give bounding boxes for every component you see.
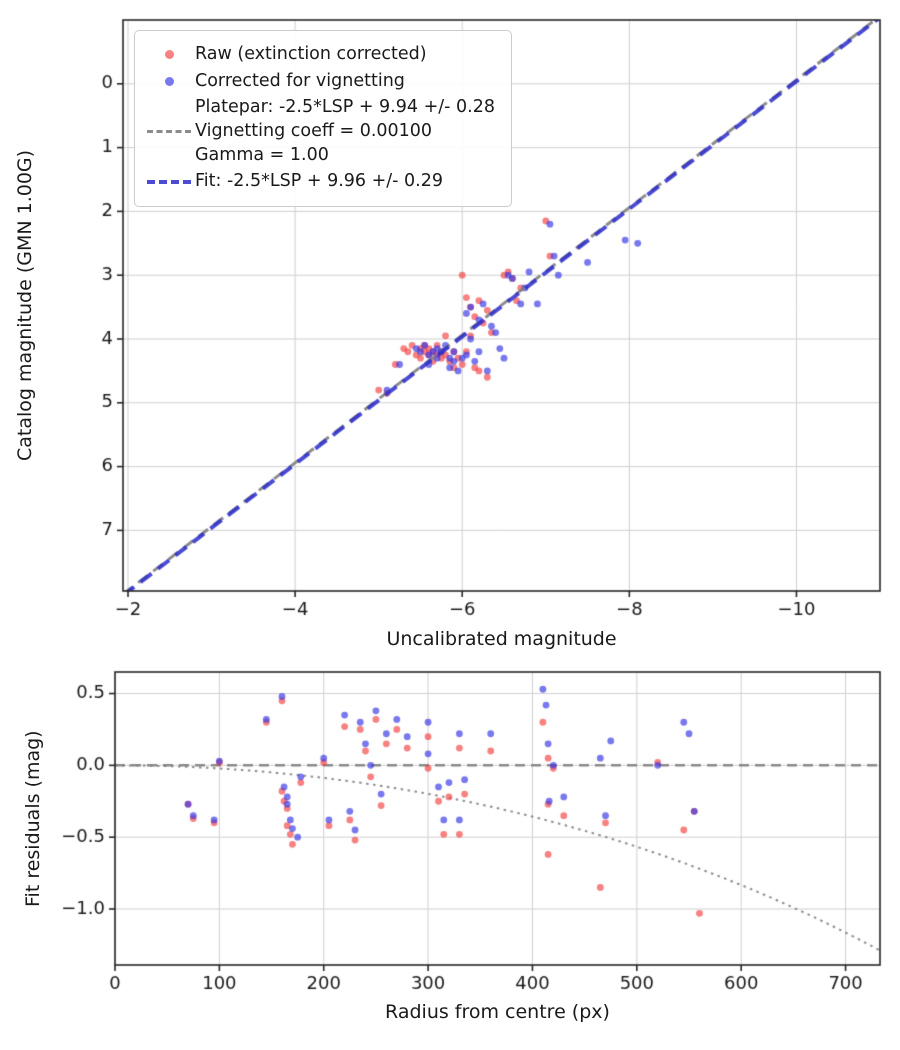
legend-label-corrected: Corrected for vignetting [195,70,405,91]
legend-label-fit: Fit: -2.5*LSP + 9.96 +/- 0.29 [195,171,443,192]
legend-label-platepar-line-1: Platepar: -2.5*LSP + 9.94 +/- 0.28 [195,97,495,118]
legend-label-platepar: Platepar: -2.5*LSP + 9.94 +/- 0.28 Vigne… [195,96,495,167]
top-y-axis-label: Catalog magnitude (GMN 1.00G) [14,149,36,462]
legend-marker-cell [143,50,195,60]
legend-item-corrected: Corrected for vignetting [143,70,495,94]
legend-marker-cell [143,76,195,86]
platepar-dashed-line-icon [147,130,191,134]
legend: Raw (extinction corrected) Corrected for… [134,30,512,207]
fit-dashed-line-icon [147,179,191,184]
legend-item-platepar: Platepar: -2.5*LSP + 9.94 +/- 0.28 Vigne… [143,96,495,167]
legend-marker-cell [143,130,195,134]
corrected-points-marker-icon [164,76,174,86]
bottom-x-axis-label: Radius from centre (px) [385,1001,610,1023]
legend-marker-cell [143,179,195,184]
bottom-y-axis-label: Fit residuals (mag) [22,730,44,907]
legend-label-raw: Raw (extinction corrected) [195,44,427,64]
legend-item-fit: Fit: -2.5*LSP + 9.96 +/- 0.29 [143,170,495,194]
legend-label-platepar-line-3: Gamma = 1.00 [195,144,329,165]
raw-points-marker-icon [164,50,174,60]
legend-item-raw: Raw (extinction corrected) [143,43,495,67]
top-x-axis-label: Uncalibrated magnitude [386,628,617,650]
legend-label-platepar-line-2: Vignetting coeff = 0.00100 [195,120,433,141]
